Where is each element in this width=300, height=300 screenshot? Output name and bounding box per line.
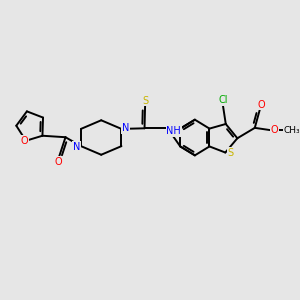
Text: NH: NH (167, 126, 181, 136)
Text: O: O (257, 100, 265, 110)
Text: N: N (73, 142, 80, 152)
Text: O: O (21, 136, 28, 146)
Text: O: O (54, 157, 62, 166)
Text: N: N (122, 123, 129, 133)
Text: O: O (271, 124, 279, 135)
Text: S: S (142, 96, 148, 106)
Text: S: S (227, 148, 233, 158)
Text: CH₃: CH₃ (284, 126, 300, 135)
Text: Cl: Cl (218, 95, 228, 105)
